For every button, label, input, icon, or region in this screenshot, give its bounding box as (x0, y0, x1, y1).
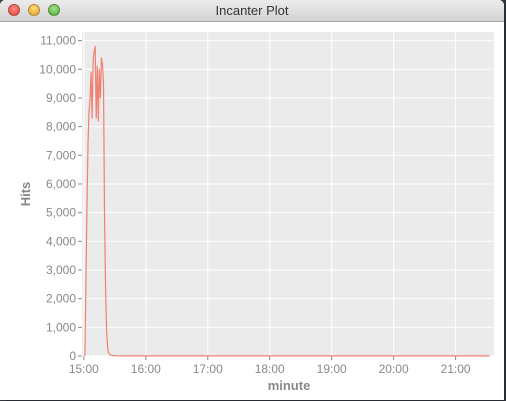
zoom-window-button[interactable] (48, 4, 60, 16)
y-tick-label: 2,000 (46, 292, 76, 306)
y-tick-label: 10,000 (39, 62, 76, 76)
window-title: Incanter Plot (215, 3, 289, 18)
y-tick-label: 0 (69, 349, 76, 363)
y-tick-label: 4,000 (46, 234, 76, 248)
y-tick-label: 8,000 (46, 120, 76, 134)
y-tick-label: 1,000 (46, 320, 76, 334)
y-tick-label: 3,000 (46, 263, 76, 277)
y-tick-label: 6,000 (46, 177, 76, 191)
y-tick-label: 5,000 (46, 206, 76, 220)
series-line-hits (84, 45, 490, 357)
y-tick-label: 11,000 (40, 34, 76, 48)
x-tick-label: 20:00 (379, 362, 409, 376)
series-layer (84, 45, 490, 357)
chart-area: 0 1,000 2,000 3,000 4,000 5,000 6,000 7,000 8,00… (0, 22, 504, 400)
x-tick-label: 17:00 (193, 362, 223, 376)
x-tick-label: 19:00 (317, 362, 347, 376)
y-tick-label: 7,000 (46, 148, 76, 162)
title-bar[interactable]: Incanter Plot (0, 0, 504, 22)
x-tick-label: 21:00 (441, 362, 471, 376)
line-chart: 0 1,000 2,000 3,000 4,000 5,000 6,000 7,000 8,00… (18, 32, 494, 393)
axes: 0 1,000 2,000 3,000 4,000 5,000 6,000 7,000 8,00… (39, 34, 471, 376)
close-window-button[interactable] (8, 4, 20, 16)
plot-background (82, 32, 494, 356)
minimize-window-button[interactable] (28, 4, 40, 16)
x-tick-label: 15:00 (69, 362, 99, 376)
y-axis-label: Hits (18, 182, 33, 207)
x-tick-label: 18:00 (255, 362, 285, 376)
x-tick-label: 16:00 (131, 362, 161, 376)
y-tick-label: 9,000 (46, 91, 76, 105)
x-axis-label: minute (268, 378, 311, 393)
